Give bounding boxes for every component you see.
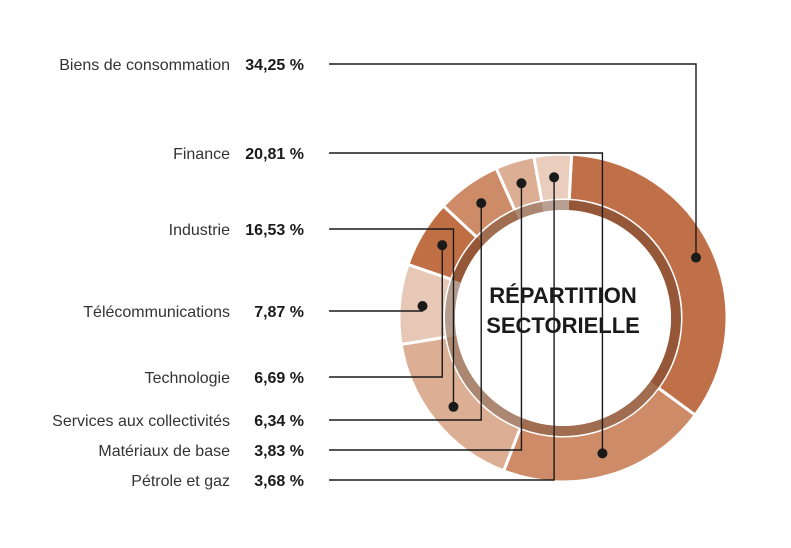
inner-ring-segment xyxy=(514,201,544,220)
slice-value: 6,34 % xyxy=(254,413,304,430)
slice-value: 6,69 % xyxy=(254,370,304,387)
leader-line xyxy=(329,152,604,454)
anchor-dot xyxy=(516,178,527,189)
slice-value: 3,68 % xyxy=(254,473,304,490)
leader-line xyxy=(329,183,523,451)
slice-value: 7,87 % xyxy=(254,304,304,321)
slice-value: 16,53 % xyxy=(245,222,304,239)
inner-ring-segment xyxy=(476,210,520,245)
inner-ring-segment xyxy=(520,381,659,436)
leader-line xyxy=(329,63,697,258)
slice-value: 20,81 % xyxy=(245,146,304,163)
slice-label: Pétrole et gaz xyxy=(131,473,230,490)
inner-ring-segment xyxy=(542,199,570,212)
slice-label: Technologie xyxy=(145,370,231,387)
anchor-dot xyxy=(597,448,608,459)
slice-label: Finance xyxy=(173,146,230,163)
center-title-line-2: SECTORIELLE xyxy=(486,313,640,338)
slice-label: Services aux collectivités xyxy=(52,413,230,430)
leader-line xyxy=(329,177,555,481)
leader-lines xyxy=(329,63,701,481)
inner-ring-segment xyxy=(451,237,485,283)
inner-ring-segment xyxy=(568,200,681,388)
anchor-dot xyxy=(476,198,487,209)
slice-label: Télécommunications xyxy=(83,304,230,321)
leader-line xyxy=(329,245,443,378)
slice-value: 34,25 % xyxy=(245,57,304,74)
anchor-dot xyxy=(417,300,428,311)
slice-label: Biens de consommation xyxy=(59,57,230,74)
center-title-line-1: RÉPARTITION xyxy=(489,283,636,308)
anchor-dot xyxy=(437,240,448,251)
anchor-dot xyxy=(691,252,701,263)
slice-value: 3,83 % xyxy=(254,443,304,460)
slice-labels: Biens de consommation 34,25 % Finance 20,81… xyxy=(52,57,304,490)
donut-slices xyxy=(397,152,729,484)
anchor-dot xyxy=(549,172,560,183)
donut-hole xyxy=(455,210,671,426)
inner-ring-segment xyxy=(446,335,524,429)
leader-line xyxy=(329,228,455,407)
anchor-dot xyxy=(448,401,459,412)
leader-line xyxy=(329,203,482,421)
slice-label: Industrie xyxy=(169,222,230,239)
slice-label: Matériaux de base xyxy=(98,443,230,460)
